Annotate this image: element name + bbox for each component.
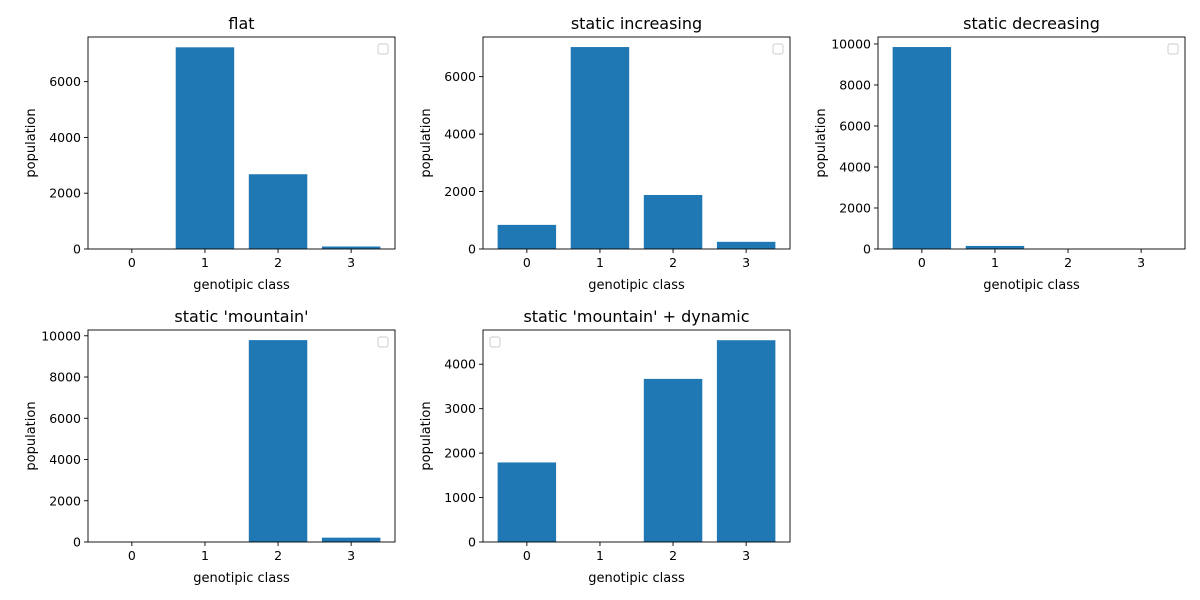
y-tick-label: 2000 — [444, 184, 476, 199]
y-tick-label: 8000 — [839, 77, 871, 92]
x-tick-label: 1 — [201, 255, 209, 270]
y-tick-label: 2000 — [49, 186, 81, 201]
x-axis-label: genotipic class — [983, 278, 1080, 293]
bar — [497, 224, 557, 249]
y-tick-label: 0 — [468, 535, 476, 550]
y-tick-label: 4000 — [49, 452, 81, 467]
axes-frame — [87, 329, 396, 543]
x-tick-label: 3 — [742, 255, 750, 270]
subplot-3: 0 1 2 3 0 2000 4000 6000 8000 10000 static 'mounta… — [24, 307, 396, 586]
y-tick-label: 10000 — [41, 328, 81, 343]
bar — [643, 378, 703, 542]
y-tick-label: 3000 — [444, 401, 476, 416]
y-axis-label: population — [419, 401, 434, 470]
bar — [570, 47, 630, 249]
x-tick-label: 3 — [347, 255, 355, 270]
legend-box — [1167, 43, 1179, 55]
x-tick-label: 3 — [1137, 255, 1145, 270]
x-tick-label: 1 — [596, 548, 604, 563]
axes-frame — [87, 36, 396, 250]
y-tick-label: 2000 — [839, 200, 871, 215]
y-tick-label: 1000 — [444, 490, 476, 505]
y-tick-label: 10000 — [831, 36, 871, 51]
chart-title: static increasing — [571, 14, 702, 33]
axes-frame — [877, 36, 1186, 250]
x-tick-label: 3 — [347, 548, 355, 563]
x-axis-label: genotipic class — [193, 571, 290, 586]
y-tick-label: 0 — [468, 242, 476, 257]
x-tick-label: 1 — [991, 255, 999, 270]
x-tick-label: 0 — [918, 255, 926, 270]
x-axis-label: genotipic class — [588, 571, 685, 586]
legend-box — [489, 336, 501, 348]
y-tick-label: 2000 — [49, 493, 81, 508]
y-tick-label: 2000 — [444, 446, 476, 461]
chart-title: static decreasing — [963, 14, 1100, 33]
bar — [175, 47, 235, 250]
x-tick-label: 1 — [596, 255, 604, 270]
y-tick-label: 4000 — [839, 159, 871, 174]
subplot-4: 0 1 2 3 0 1000 2000 3000 4000 static 'mountain' +… — [419, 307, 791, 586]
bar — [497, 462, 557, 542]
y-tick-label: 4000 — [444, 357, 476, 372]
y-tick-label: 6000 — [839, 118, 871, 133]
bar — [321, 246, 381, 249]
y-tick-label: 8000 — [49, 370, 81, 385]
x-tick-label: 2 — [274, 255, 282, 270]
legend-box — [377, 43, 389, 55]
x-tick-label: 0 — [523, 548, 531, 563]
bar — [321, 537, 381, 542]
x-tick-label: 2 — [274, 548, 282, 563]
subplot-0: 0 1 2 3 0 2000 4000 6000 flat genotipic class popu… — [24, 14, 396, 293]
y-tick-label: 4000 — [444, 127, 476, 142]
y-tick-label: 0 — [863, 242, 871, 257]
chart-title: flat — [228, 14, 254, 33]
x-tick-label: 0 — [128, 548, 136, 563]
axes-frame — [482, 329, 791, 543]
y-tick-label: 6000 — [444, 69, 476, 84]
chart-title: static 'mountain' + dynamic — [523, 307, 749, 326]
x-axis-label: genotipic class — [588, 278, 685, 293]
x-tick-label: 0 — [128, 255, 136, 270]
legend-box — [377, 336, 389, 348]
bar — [716, 241, 776, 249]
y-tick-label: 0 — [73, 242, 81, 257]
bar — [965, 245, 1025, 249]
bar — [248, 340, 308, 542]
bar — [892, 47, 952, 250]
x-tick-label: 3 — [742, 548, 750, 563]
legend-box — [772, 43, 784, 55]
y-axis-label: population — [419, 108, 434, 177]
x-tick-label: 0 — [523, 255, 531, 270]
bar — [716, 340, 776, 542]
bar — [643, 194, 703, 249]
y-axis-label: population — [24, 401, 39, 470]
bar — [248, 174, 308, 249]
x-tick-label: 2 — [1064, 255, 1072, 270]
x-axis-label: genotipic class — [193, 278, 290, 293]
y-tick-label: 6000 — [49, 74, 81, 89]
y-axis-label: population — [24, 108, 39, 177]
subplot-1: 0 1 2 3 0 2000 4000 6000 static increasing genoti… — [419, 14, 791, 293]
subplot-2: 0 1 2 3 0 2000 4000 6000 8000 10000 static decreas… — [814, 14, 1186, 293]
x-tick-label: 2 — [669, 255, 677, 270]
axes-frame — [482, 36, 791, 250]
y-axis-label: population — [814, 108, 829, 177]
x-tick-label: 2 — [669, 548, 677, 563]
chart-title: static 'mountain' — [174, 307, 308, 326]
y-tick-label: 4000 — [49, 130, 81, 145]
y-tick-label: 6000 — [49, 411, 81, 426]
x-tick-label: 1 — [201, 548, 209, 563]
y-tick-label: 0 — [73, 535, 81, 550]
